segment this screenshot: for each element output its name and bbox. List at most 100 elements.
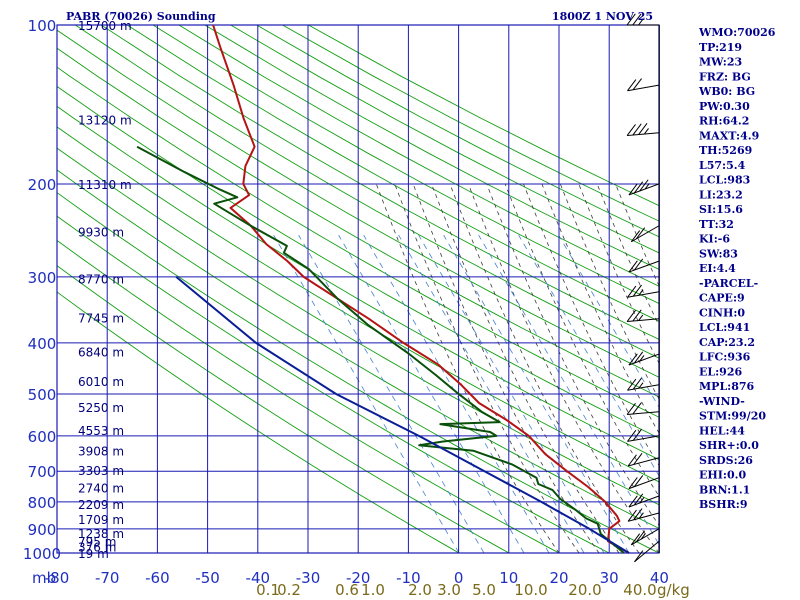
stat-line: TH:5269 (699, 144, 752, 157)
wind-barb (626, 13, 659, 26)
wind-barb (626, 309, 660, 323)
stat-line: -PARCEL- (699, 277, 758, 290)
stat-line: SI:15.6 (699, 203, 743, 216)
wind-barb-staff (627, 132, 660, 137)
wind-barb (626, 123, 660, 137)
height-label: 19 m (78, 547, 109, 561)
parcel-profile-line (175, 276, 630, 554)
wind-barb-flag (632, 78, 642, 91)
wind-barb-flag (628, 260, 638, 273)
moist-adiabat (449, 183, 640, 553)
wind-barb-flag (644, 183, 650, 190)
height-labels: 15700 m 13120 m 11310 m 9930 m 8770 m 7745 m 6… (78, 19, 132, 561)
stat-line: MW:23 (699, 56, 742, 69)
stat-line: KI:-6 (699, 233, 730, 246)
dry-adiabat (57, 85, 659, 439)
wind-barb (628, 351, 660, 366)
height-label: 6840 m (78, 345, 124, 359)
dry-adiabat (57, 105, 659, 461)
mixing-ratio-tick-label: 10.0 (514, 581, 547, 599)
dry-adiabat (230, 25, 659, 254)
wind-barb-flag (634, 550, 644, 563)
wind-barb-flag (632, 428, 642, 441)
wind-barb-flag (633, 475, 644, 487)
height-label: 15700 m (78, 19, 132, 33)
wind-barb-flag (627, 509, 637, 522)
temperature-tick-label: -60 (145, 569, 170, 587)
wind-barb-flag (633, 453, 643, 465)
mixing-ratio-tick-label: 3.0 (437, 581, 461, 599)
wind-barb-staff (627, 457, 660, 467)
height-label: 13120 m (78, 113, 132, 127)
wind-barb-flag (633, 258, 644, 271)
wind-barb-flag (627, 429, 637, 442)
wind-barb-staff (627, 384, 660, 391)
height-label: 11310 m (78, 178, 132, 192)
wind-barb-flag (626, 402, 636, 415)
wind-barb-flag (628, 477, 638, 489)
dry-adiabat (126, 25, 659, 322)
wind-barb-flag (630, 533, 641, 546)
wind-barb (627, 284, 660, 298)
wind-barb-flag (633, 351, 644, 364)
stat-line: WMO:70026 (698, 26, 776, 39)
wind-barbs (626, 13, 660, 563)
wind-barb-staff (627, 512, 660, 522)
mixing-ratio-tick-label: 1.0 (361, 581, 385, 599)
stat-line: EL:926 (699, 365, 742, 378)
stat-line: LCL:983 (699, 174, 750, 187)
mixing-ratio-tick-label: 40.0 (623, 581, 656, 599)
stat-line: L57:5.4 (699, 159, 746, 172)
dry-adiabat (57, 291, 460, 553)
dry-adiabat (57, 169, 659, 529)
stat-line: RH:64.2 (699, 115, 749, 128)
stat-line: BSHR:9 (699, 498, 748, 511)
stat-line: EI:4.4 (699, 262, 736, 275)
stat-line: SHR+:0.0 (699, 439, 759, 452)
wind-barb-flag (635, 530, 646, 543)
wind-barb-flag (627, 79, 637, 92)
dry-adiabat (75, 25, 659, 359)
height-label: 795 m (78, 535, 116, 549)
moist-adiabat (431, 183, 620, 553)
dry-adiabat (57, 239, 560, 553)
pressure-unit-label: mb (32, 569, 56, 587)
mixing-unit-label: g/kg (657, 581, 690, 599)
dry-adiabat (57, 29, 659, 378)
stat-line: CAPE:9 (699, 292, 745, 305)
temperature-tick-label: -30 (296, 569, 321, 587)
height-label: 5250 m (78, 401, 124, 415)
axis-labels: -80 -70 -60 -50 -40 -30 -20 -10 0 10 20 30 40 100 200 3… (23, 17, 669, 599)
pressure-tick-label: 300 (28, 269, 57, 287)
wind-barb-staff (627, 435, 660, 442)
wind-barb-flag (632, 13, 642, 26)
wind-barb (627, 508, 660, 522)
wind-barb-flag (626, 124, 636, 136)
stat-line: MPL:876 (699, 380, 755, 393)
wind-barb (628, 258, 660, 273)
wind-barb-flag (626, 13, 636, 26)
mixing-ratio-tick-label: 20.0 (568, 581, 601, 599)
wind-barb-staff (634, 540, 660, 563)
dry-adiabat (57, 192, 659, 553)
stat-line: LCL:941 (699, 321, 750, 334)
dewpoint-profile-line (136, 145, 625, 554)
wind-barb (627, 377, 660, 391)
dry-adiabat (57, 126, 659, 483)
wind-barb-flag (633, 508, 643, 521)
pressure-tick-label: 500 (28, 386, 57, 404)
wind-barb (628, 493, 660, 508)
wind-barb-flag (627, 285, 637, 298)
wind-barb-staff (628, 495, 660, 508)
stat-line: MAXT:4.9 (699, 129, 759, 142)
wind-barb-staff (628, 477, 660, 490)
stat-line: EHI:0.0 (699, 469, 746, 482)
valid-time: 1800Z 1 NOV 25 (552, 10, 653, 23)
wind-barb (630, 225, 660, 243)
stat-line: FRZ: BG (699, 70, 751, 83)
stat-line: SW:83 (699, 247, 738, 260)
wind-barb-flag (638, 382, 644, 389)
wind-barb (630, 528, 660, 546)
wind-barb-flag (638, 512, 644, 519)
